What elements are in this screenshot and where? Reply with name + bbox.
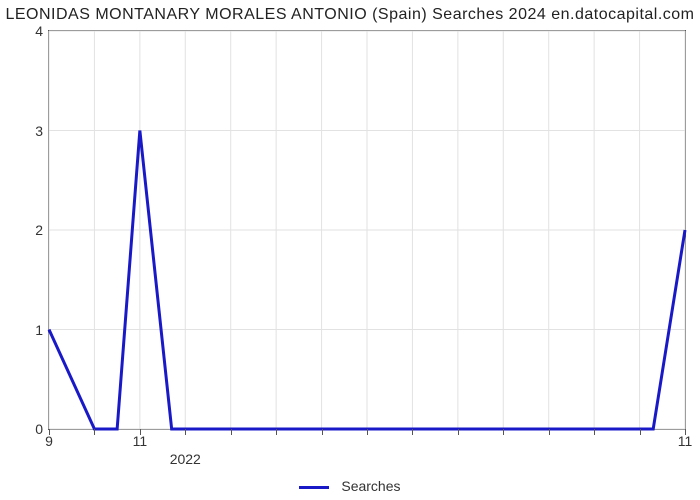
x-tick-label-secondary: 2022 xyxy=(170,451,201,467)
x-tick-mark xyxy=(94,429,95,435)
x-tick-mark xyxy=(367,429,368,435)
x-tick-label: 9 xyxy=(45,433,53,449)
legend-label: Searches xyxy=(341,478,400,494)
x-tick-label: 11 xyxy=(133,433,148,449)
y-tick-label: 0 xyxy=(35,421,43,437)
plot-area: 01234911112022 xyxy=(48,30,686,430)
x-tick-label: 11 xyxy=(678,433,693,449)
chart-title: LEONIDAS MONTANARY MORALES ANTONIO (Spai… xyxy=(0,6,700,24)
x-tick-mark xyxy=(412,429,413,435)
legend: Searches xyxy=(0,478,700,494)
y-tick-label: 1 xyxy=(35,322,43,338)
x-tick-mark xyxy=(640,429,641,435)
x-tick-mark xyxy=(458,429,459,435)
legend-swatch xyxy=(299,486,329,489)
y-tick-label: 3 xyxy=(35,123,43,139)
x-tick-mark xyxy=(322,429,323,435)
plot-svg xyxy=(49,31,685,429)
x-tick-mark xyxy=(549,429,550,435)
x-tick-mark xyxy=(276,429,277,435)
y-tick-label: 2 xyxy=(35,222,43,238)
y-tick-label: 4 xyxy=(35,23,43,39)
x-tick-mark xyxy=(185,429,186,435)
x-tick-mark xyxy=(231,429,232,435)
x-tick-mark xyxy=(503,429,504,435)
x-tick-mark xyxy=(594,429,595,435)
